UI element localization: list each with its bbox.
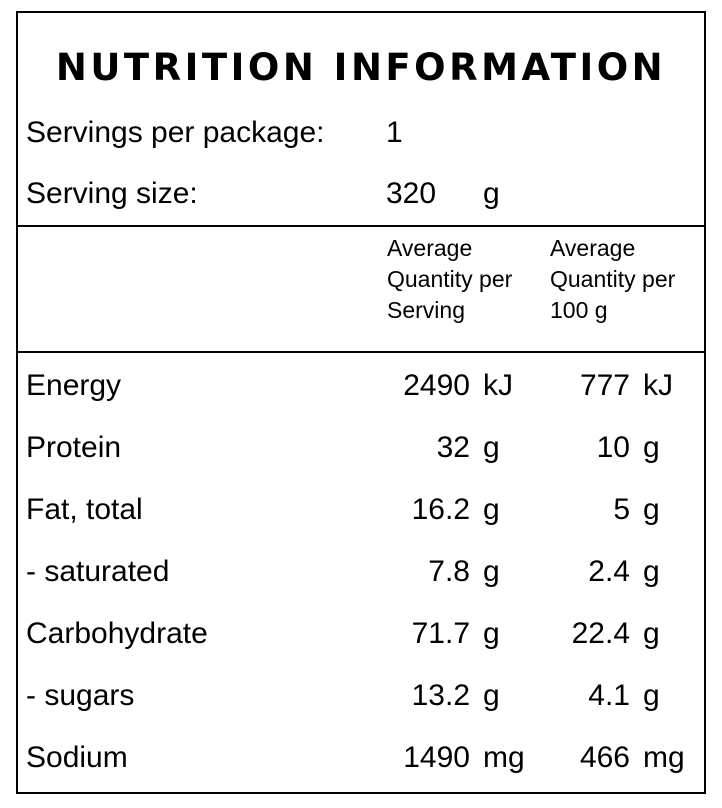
nutrient-per-serving-value: 32 xyxy=(436,431,470,464)
header-divider xyxy=(18,225,704,227)
nutrient-per-100g-value: 466 xyxy=(579,741,630,774)
column-header-line: Quantity per xyxy=(387,266,513,292)
nutrient-name: Sodium xyxy=(26,741,128,774)
nutrient-per-serving-unit: g xyxy=(483,679,500,712)
nutrient-per-100g-unit: g xyxy=(643,555,660,588)
nutrient-table-divider xyxy=(18,351,704,353)
nutrient-per-serving-unit: mg xyxy=(483,741,525,774)
nutrient-per-100g-value: 777 xyxy=(579,369,630,402)
serving-size-value: 320 xyxy=(386,177,437,210)
serving-size-label: Serving size: xyxy=(26,177,198,210)
servings-per-package-label: Servings per package: xyxy=(26,116,325,149)
servings-per-package-value: 1 xyxy=(386,116,403,149)
nutrient-per-100g-unit: g xyxy=(643,617,660,650)
nutrient-per-100g-unit: g xyxy=(643,493,660,526)
nutrient-name: Protein xyxy=(26,431,122,464)
nutrient-name: - saturated xyxy=(26,555,170,588)
panel-title: NUTRITION INFORMATION xyxy=(55,46,667,89)
nutrient-per-serving-unit: g xyxy=(483,431,500,464)
nutrient-per-serving-value: 1490 xyxy=(403,741,470,774)
column-header-line: Average xyxy=(550,235,636,261)
nutrient-per-serving-value: 13.2 xyxy=(411,679,470,712)
nutrient-per-serving-unit: kJ xyxy=(483,369,513,402)
column-header-line: Average xyxy=(387,235,473,261)
nutrient-per-serving-value: 7.8 xyxy=(428,555,470,588)
nutrient-per-serving-value: 16.2 xyxy=(411,493,470,526)
nutrient-per-100g-value: 5 xyxy=(613,493,630,526)
nutrient-name: - sugars xyxy=(26,679,135,712)
nutrient-per-serving-value: 2490 xyxy=(403,369,470,402)
nutrient-per-100g-unit: kJ xyxy=(643,369,673,402)
nutrient-per-100g-value: 4.1 xyxy=(588,679,630,712)
serving-size-unit: g xyxy=(483,177,500,210)
nutrient-per-100g-value: 2.4 xyxy=(588,555,630,588)
nutrient-per-100g-unit: mg xyxy=(643,741,685,774)
column-header-line: 100 g xyxy=(550,297,608,323)
nutrient-name: Fat, total xyxy=(26,493,143,526)
nutrient-per-100g-unit: g xyxy=(643,679,660,712)
column-header-line: Quantity per xyxy=(550,266,676,292)
column-header-per-100g: Average Quantity per 100 g xyxy=(550,233,675,326)
nutrient-per-serving-unit: g xyxy=(483,617,500,650)
nutrient-per-100g-value: 10 xyxy=(596,431,630,464)
nutrient-name: Carbohydrate xyxy=(26,617,208,650)
nutrient-per-serving-value: 71.7 xyxy=(411,617,470,650)
nutrient-per-100g-value: 22.4 xyxy=(571,617,630,650)
nutrient-per-serving-unit: g xyxy=(483,493,500,526)
nutrient-per-serving-unit: g xyxy=(483,555,500,588)
column-header-per-serving: Average Quantity per Serving xyxy=(387,233,512,326)
nutrient-name: Energy xyxy=(26,369,122,402)
nutrient-per-100g-unit: g xyxy=(643,431,660,464)
nutrition-panel: NUTRITION INFORMATION Servings per packa… xyxy=(16,11,706,794)
column-header-line: Serving xyxy=(387,297,465,323)
